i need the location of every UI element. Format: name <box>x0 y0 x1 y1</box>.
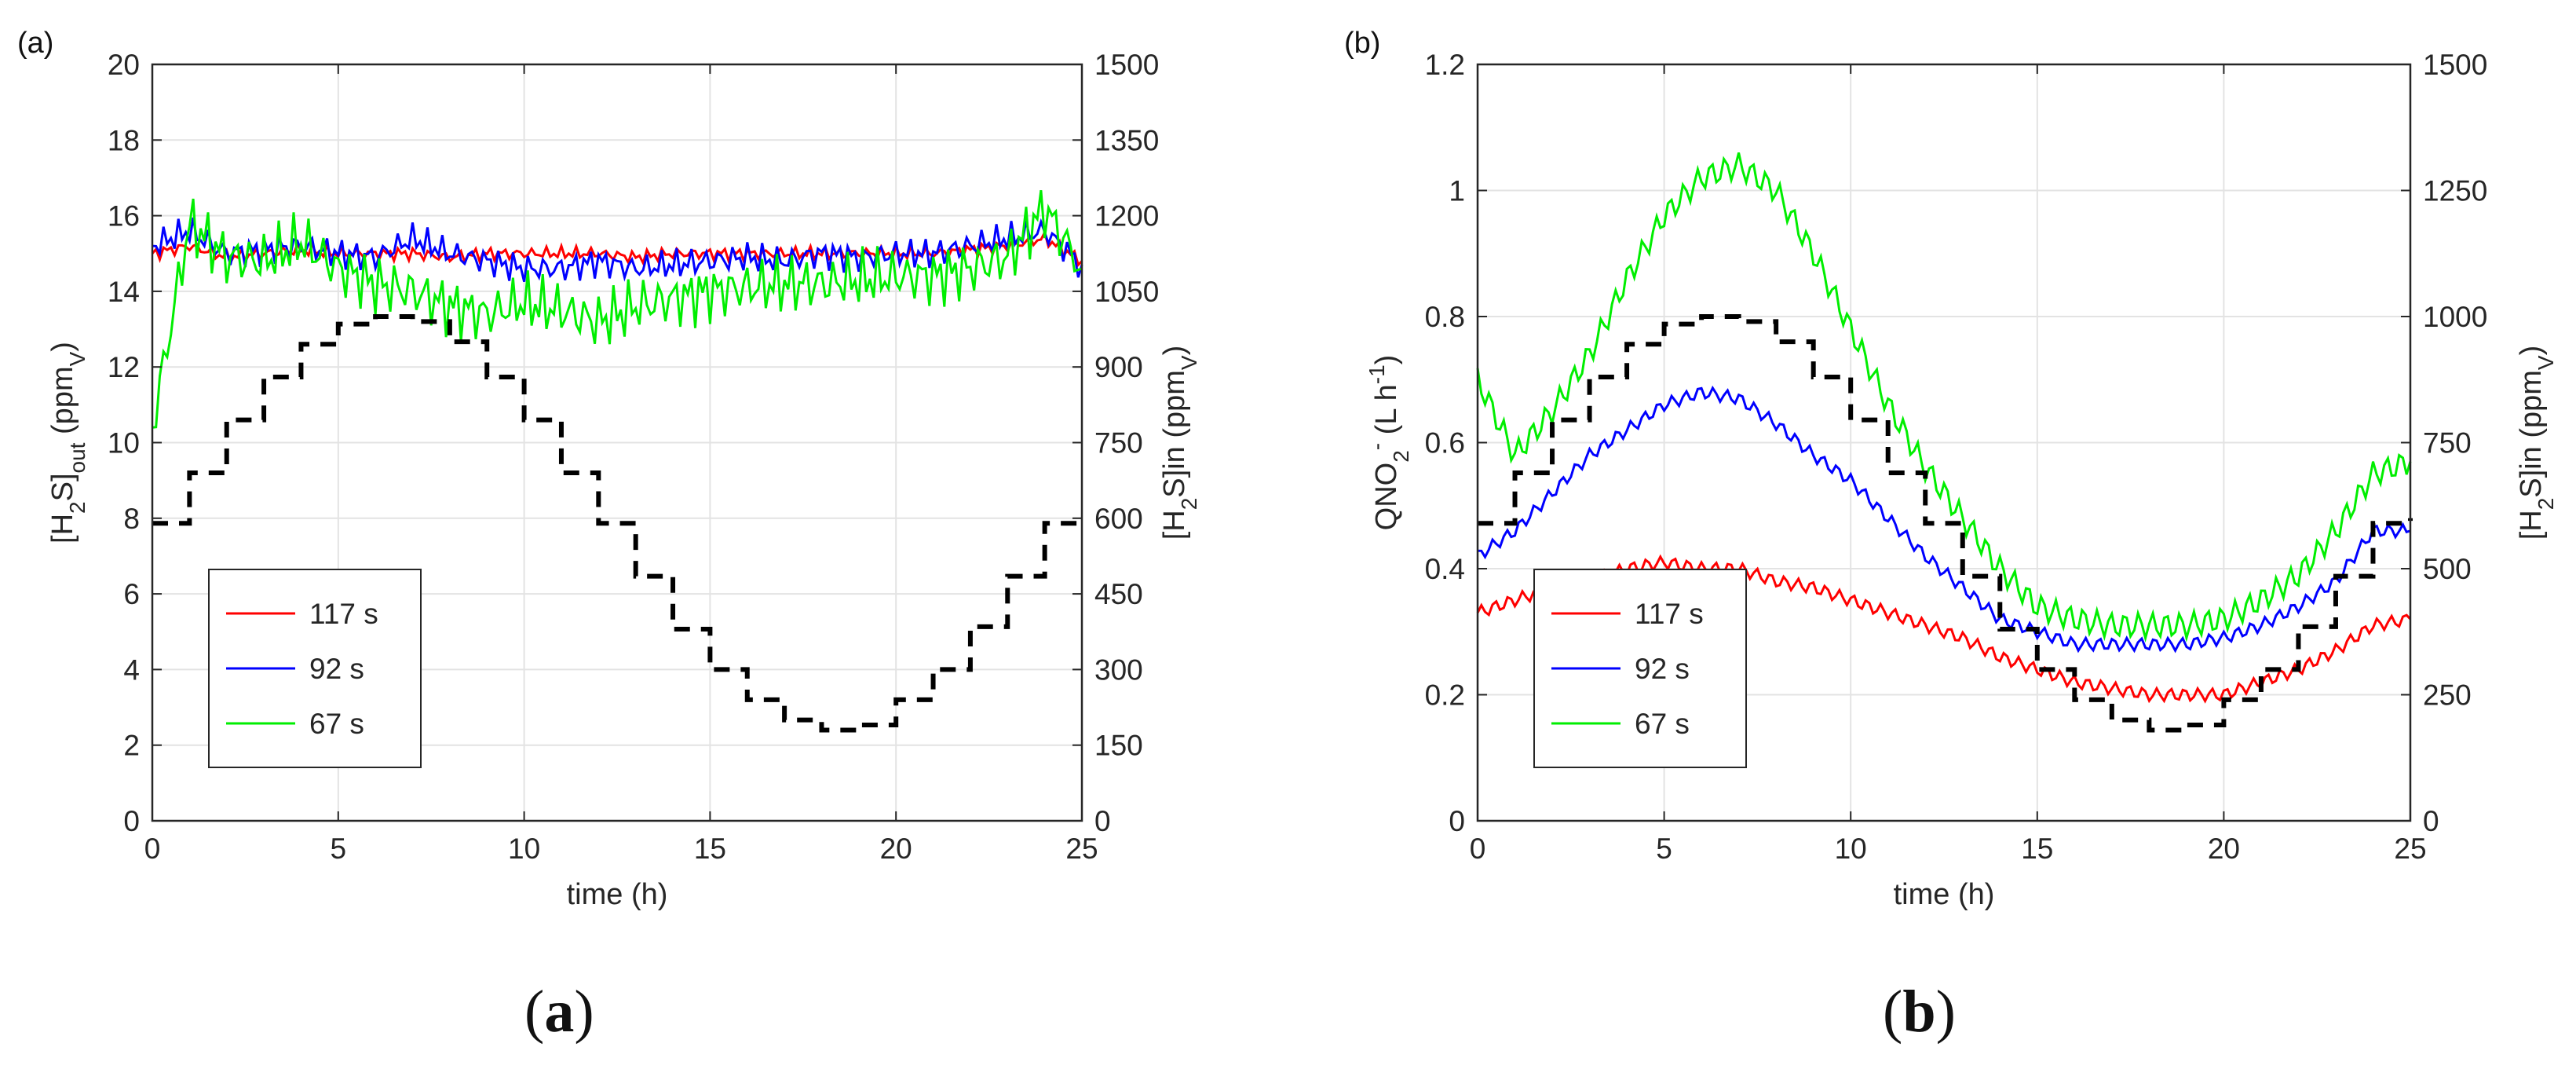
y-right-tick-label: 1350 <box>1094 124 1159 156</box>
x-axis-label: time (h) <box>567 878 668 911</box>
y-right-axis-label: [H2S]in (ppmV) <box>1158 346 1201 540</box>
y-left-axis-label: [H2S]out (ppmV) <box>46 342 90 544</box>
legend-label: 67 s <box>309 708 364 740</box>
y-left-tick-label: 4 <box>123 653 140 686</box>
series-h2s-in-line <box>1478 314 2413 733</box>
x-tick-label: 10 <box>508 833 540 865</box>
x-tick-label: 15 <box>2021 833 2053 865</box>
legend-label: 117 s <box>1635 598 1704 630</box>
y-left-tick-label: 0.4 <box>1425 553 1465 585</box>
x-tick-label: 20 <box>880 833 912 865</box>
y-right-tick-label: 750 <box>2423 427 2472 459</box>
y-left-tick-label: 14 <box>108 276 140 308</box>
y-left-tick-label: 2 <box>123 730 140 762</box>
y-right-tick-label: 900 <box>1094 351 1143 383</box>
panel-label-a: (a) <box>17 27 54 60</box>
y-left-tick-label: 1.2 <box>1425 49 1465 81</box>
y-left-tick-label: 20 <box>108 49 140 81</box>
y-right-tick-label: 1000 <box>2423 301 2487 333</box>
y-left-tick-label: 8 <box>123 503 140 535</box>
y-right-tick-label: 1500 <box>1094 49 1159 81</box>
y-right-tick-label: 1500 <box>2423 49 2487 81</box>
legend-label: 92 s <box>309 653 364 685</box>
y-right-tick-label: 300 <box>1094 653 1143 686</box>
y-left-tick-label: 0.8 <box>1425 301 1465 333</box>
y-left-tick-label: 1 <box>1449 175 1465 207</box>
y-right-tick-label: 1200 <box>1094 200 1159 232</box>
y-right-tick-label: 1050 <box>1094 276 1159 308</box>
y-left-tick-label: 0 <box>1449 805 1465 837</box>
series-line-67s <box>1476 152 2412 643</box>
y-left-tick-label: 16 <box>108 200 140 232</box>
y-left-tick-label: 0.6 <box>1425 427 1465 459</box>
y-right-tick-label: 500 <box>2423 553 2472 585</box>
x-tick-label: 10 <box>1835 833 1867 865</box>
legend-label: 117 s <box>309 598 378 630</box>
y-left-axis-label: QNO2- (L h-1) <box>1365 355 1413 531</box>
x-tick-label: 5 <box>331 833 347 865</box>
x-tick-label: 0 <box>144 833 161 865</box>
chart-b: 0 5 10 15 20 2500.20.40.60.811.20250500750100… <box>1425 49 2488 911</box>
caption-a: (a) <box>524 979 594 1045</box>
caption-b: (b) <box>1883 979 1956 1045</box>
x-tick-label: 25 <box>2394 833 2426 865</box>
x-tick-label: 25 <box>1065 833 1098 865</box>
chart-a: 0 5 10 15 20 25024681012141618200150300450600… <box>108 49 1159 911</box>
y-right-tick-label: 450 <box>1094 578 1143 610</box>
y-right-tick-label: 1250 <box>2423 175 2487 207</box>
y-left-tick-label: 0 <box>123 805 140 837</box>
y-left-tick-label: 6 <box>123 578 140 610</box>
series-line-92s <box>152 217 1083 283</box>
series-line-117s <box>1476 554 2412 704</box>
x-tick-label: 5 <box>1656 833 1672 865</box>
panel-label-b: (b) <box>1344 27 1381 60</box>
y-right-tick-label: 600 <box>1094 503 1143 535</box>
series-h2s-in-line <box>152 314 1084 733</box>
y-left-tick-label: 18 <box>108 124 140 156</box>
series-line-92s <box>1477 385 2411 653</box>
y-right-tick-label: 0 <box>1094 805 1111 837</box>
legend-label: 92 s <box>1635 653 1690 685</box>
y-right-tick-label: 0 <box>2423 805 2439 837</box>
x-tick-label: 15 <box>694 833 726 865</box>
y-left-tick-label: 0.2 <box>1425 679 1465 712</box>
series-line-67s <box>152 190 1083 429</box>
y-right-tick-label: 150 <box>1094 730 1143 762</box>
y-right-axis-label: [H2S]in (ppmV) <box>2515 346 2558 540</box>
y-right-tick-label: 750 <box>1094 427 1143 459</box>
x-tick-label: 0 <box>1470 833 1486 865</box>
x-tick-label: 20 <box>2208 833 2240 865</box>
legend-label: 67 s <box>1635 708 1690 740</box>
x-axis-label: time (h) <box>1894 878 1995 911</box>
y-left-tick-label: 10 <box>108 427 140 459</box>
y-right-tick-label: 250 <box>2423 679 2472 712</box>
y-left-tick-label: 12 <box>108 351 140 383</box>
